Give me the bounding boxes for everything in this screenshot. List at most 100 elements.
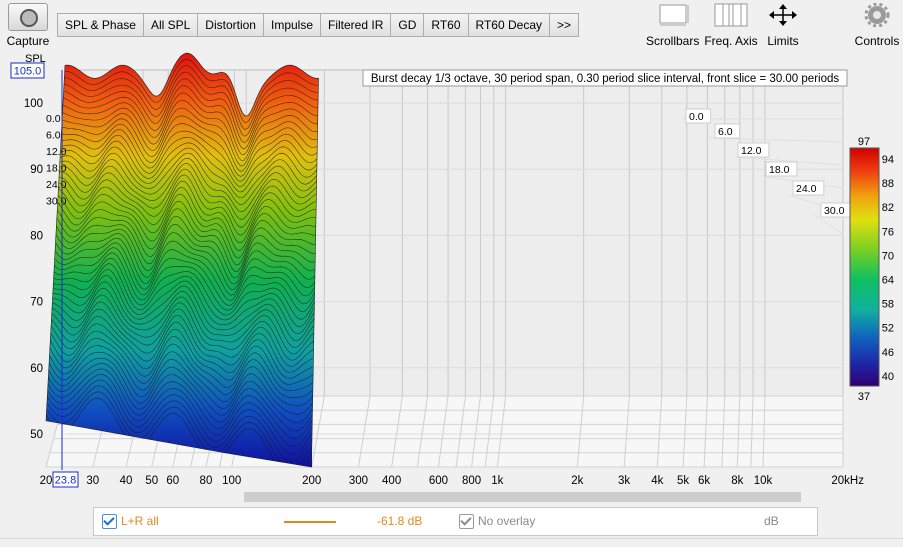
trace-checkbox[interactable] xyxy=(102,514,117,529)
freq-axis-label: Freq. Axis xyxy=(704,34,758,48)
right-period-label: 12.0 xyxy=(741,145,762,157)
left-period-label: 6.0 xyxy=(46,130,61,142)
x-tick-label: 80 xyxy=(200,475,213,487)
colorbar-tick-label: 58 xyxy=(882,299,894,311)
x-tick-label: 20 xyxy=(40,475,53,487)
x-tick-label: 800 xyxy=(462,475,481,487)
colorbar-tick-label: 82 xyxy=(882,202,894,214)
svg-text:Burst decay 1/3 octave, 30 per: Burst decay 1/3 octave, 30 period span, … xyxy=(371,73,840,85)
toolbar: Capture SPL & Phase All SPL Distortion I… xyxy=(0,0,903,52)
x-tick-label: 60 xyxy=(166,475,179,487)
limits-label: Limits xyxy=(767,34,799,48)
controls-button[interactable]: Controls xyxy=(852,2,902,48)
limits-button[interactable]: Limits xyxy=(763,3,803,48)
x-tick-label: 8k xyxy=(731,475,743,487)
x-tick-label: 1k xyxy=(491,475,503,487)
scrollbars-label: Scrollbars xyxy=(646,34,700,48)
y-axis-ticks: 100 90 80 70 60 50 xyxy=(24,98,43,441)
graph-tabs: SPL & Phase All SPL Distortion Impulse F… xyxy=(57,13,580,37)
x-tick-label: 50 xyxy=(145,475,158,487)
x-tick-label: 2k xyxy=(571,475,583,487)
colorbar-top-label: 97 xyxy=(858,136,870,148)
right-period-label: 6.0 xyxy=(718,126,733,138)
right-period-label: 24.0 xyxy=(796,183,817,195)
trace-name: L+R all xyxy=(121,514,159,528)
controls-label: Controls xyxy=(854,34,900,48)
x-tick-label: 30 xyxy=(86,475,99,487)
y-tick-label: 60 xyxy=(30,363,43,375)
colorbar-tick-label: 94 xyxy=(882,154,894,166)
tab-all-spl[interactable]: All SPL xyxy=(142,13,199,37)
x-tick-label: 300 xyxy=(349,475,368,487)
y-tick-label: 90 xyxy=(30,164,43,176)
colorbar-tick-label: 88 xyxy=(882,178,894,190)
status-bar xyxy=(0,538,903,547)
gear-icon xyxy=(864,2,890,28)
svg-text:23.8: 23.8 xyxy=(55,475,76,487)
x-tick-label: 4k xyxy=(651,475,663,487)
left-period-label: 24.0 xyxy=(46,179,67,191)
freq-axis-icon xyxy=(714,3,748,27)
left-period-label: 18.0 xyxy=(46,163,67,175)
x-tick-label: 400 xyxy=(382,475,401,487)
x-tick-label: 3k xyxy=(618,475,630,487)
tab-gd[interactable]: GD xyxy=(390,13,425,37)
x-axis-ticks: 20 30 40 50 60 80 100 200 300 400 600 800 1k 2k 3k 4k 5k… xyxy=(40,475,865,487)
colorbar-tick-label: 70 xyxy=(882,250,894,262)
tab-more[interactable]: >> xyxy=(549,13,580,37)
decay-surface xyxy=(45,52,319,468)
x-tick-label: 20kHz xyxy=(831,475,864,487)
tab-rt60-decay[interactable]: RT60 Decay xyxy=(467,13,550,37)
spl-colorbar: 97 37 94 88 82 76 70 64 58 52 46 40 xyxy=(849,136,894,403)
horizontal-scrollbar-thumb[interactable] xyxy=(244,492,801,502)
tab-filtered-ir[interactable]: Filtered IR xyxy=(320,13,392,37)
x-tick-label: 40 xyxy=(120,475,133,487)
overlay-checkbox[interactable] xyxy=(459,514,474,529)
x-cursor-readout: 23.8 xyxy=(52,471,79,488)
colorbar-tick-label: 52 xyxy=(882,323,894,335)
colorbar-tick-label: 40 xyxy=(882,371,894,383)
trace-legend-panel: L+R all -61.8 dB No overlay dB xyxy=(93,507,818,536)
right-period-label: 0.0 xyxy=(689,111,704,123)
right-period-labels: 0.0 6.0 12.0 18.0 24.0 30.0 xyxy=(685,108,853,218)
waterfall-plot[interactable]: 100 90 80 70 60 50 20 30 40 50 60 80 100 200 300 400 60… xyxy=(0,52,903,503)
freq-axis-button[interactable]: Freq. Axis xyxy=(704,3,758,48)
camera-icon xyxy=(8,3,48,31)
y-tick-label: 50 xyxy=(30,429,43,441)
x-tick-label: 10k xyxy=(754,475,773,487)
right-period-label: 30.0 xyxy=(824,205,845,217)
x-tick-label: 200 xyxy=(302,475,321,487)
limits-arrows-icon xyxy=(769,4,797,26)
tab-impulse[interactable]: Impulse xyxy=(262,13,322,37)
tab-spl-phase[interactable]: SPL & Phase xyxy=(57,13,144,37)
colorbar-bottom-label: 37 xyxy=(858,391,870,403)
colorbar-tick-label: 46 xyxy=(882,347,894,359)
tab-distortion[interactable]: Distortion xyxy=(197,13,264,37)
x-tick-label: 5k xyxy=(677,475,689,487)
left-period-label: 30.0 xyxy=(46,196,67,208)
left-period-label: 0.0 xyxy=(46,113,61,125)
colorbar-tick-label: 76 xyxy=(882,226,894,238)
left-period-label: 12.0 xyxy=(46,146,67,158)
svg-text:105.0: 105.0 xyxy=(14,66,42,78)
waterfall-plot-area[interactable]: 100 90 80 70 60 50 20 30 40 50 60 80 100 200 300 400 60… xyxy=(0,52,903,503)
x-tick-label: 600 xyxy=(429,475,448,487)
scrollbars-icon xyxy=(659,4,689,26)
y-tick-label: 100 xyxy=(24,98,43,110)
trace-color-swatch xyxy=(284,521,336,523)
tab-rt60[interactable]: RT60 xyxy=(423,13,469,37)
trace-value: -61.8 dB xyxy=(377,514,423,528)
colorbar-tick-label: 64 xyxy=(882,275,894,287)
capture-button[interactable]: Capture xyxy=(4,3,52,48)
x-tick-label: 100 xyxy=(222,475,241,487)
right-period-label: 18.0 xyxy=(769,164,790,176)
y-tick-label: 70 xyxy=(30,297,43,309)
x-tick-label: 6k xyxy=(698,475,710,487)
overlay-label: No overlay xyxy=(478,514,536,528)
overlay-unit: dB xyxy=(764,514,779,528)
scrollbars-button[interactable]: Scrollbars xyxy=(646,3,700,48)
y-axis-title: SPL xyxy=(25,53,46,65)
left-period-labels: 0.0 6.0 12.0 18.0 24.0 30.0 xyxy=(46,113,67,208)
y-tick-label: 80 xyxy=(30,230,43,242)
decay-info-box: Burst decay 1/3 octave, 30 period span, … xyxy=(362,69,848,87)
